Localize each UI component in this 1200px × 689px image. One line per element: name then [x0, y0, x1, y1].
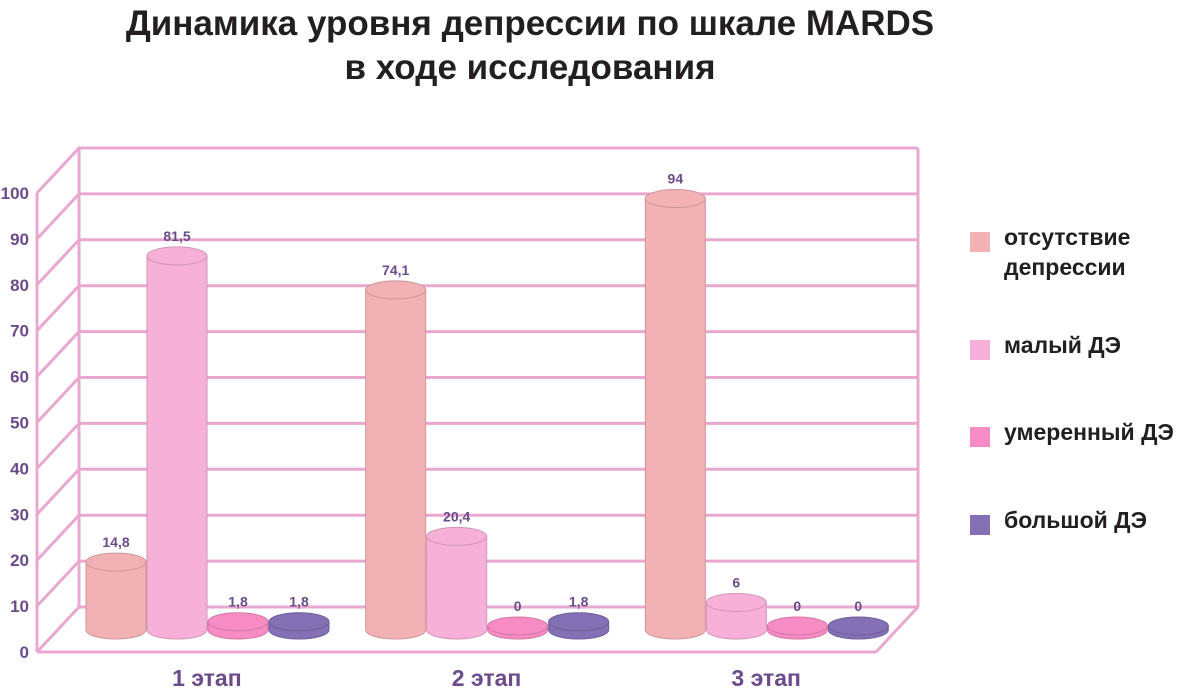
bar-top [644, 189, 706, 209]
legend-swatch [970, 427, 990, 447]
data-label: 1,8 [228, 594, 248, 610]
bar [644, 189, 706, 640]
bar [365, 280, 427, 640]
y-tick-label: 40 [10, 459, 29, 478]
gridlines [35, 146, 920, 654]
x-category-label: 1 этап [172, 665, 242, 689]
bar-top [827, 616, 889, 636]
data-label: 14,8 [102, 534, 129, 550]
bar [766, 616, 828, 640]
legend-swatch [970, 232, 990, 252]
y-tick-label: 10 [10, 597, 29, 616]
legend-label: отсутствие депрессии [1004, 224, 1131, 280]
data-label: 0 [793, 598, 801, 614]
x-category-label: 3 этап [731, 665, 801, 689]
bar-body [426, 535, 488, 640]
y-tick-label: 70 [10, 322, 29, 341]
bar-top [85, 552, 147, 572]
bar-top [146, 246, 208, 266]
bar-body [146, 255, 208, 640]
bar-body [85, 561, 147, 640]
bar [827, 616, 889, 640]
gridline [35, 146, 918, 195]
y-tick-label: 20 [10, 551, 29, 570]
bar [487, 616, 549, 640]
bar [268, 612, 330, 640]
bar [207, 612, 269, 640]
chart-title-line-1: Динамика уровня депрессии по шкале MARDS [125, 4, 935, 43]
y-tick-label: 30 [10, 505, 29, 524]
bar [85, 552, 147, 640]
bar-body [705, 601, 767, 640]
y-tick-label: 80 [10, 276, 29, 295]
legend-label: умеренный ДЭ [1004, 419, 1174, 445]
bar-body [644, 198, 706, 640]
chart-title: Динамика уровня депрессии по шкале MARDS… [0, 2, 1060, 90]
data-labels: 14,8 81,5 1,8 1,8 74,1 20,4 0 1,8 94 6 0 0 [102, 171, 862, 614]
bar [146, 246, 208, 640]
bar-top [766, 616, 828, 636]
bar-top [268, 612, 330, 632]
bar-top [426, 526, 488, 546]
floor-right-edge [874, 605, 920, 654]
data-label: 0 [854, 598, 862, 614]
bar-top [207, 612, 269, 632]
y-tick-label: 90 [10, 230, 29, 249]
data-label: 74,1 [382, 262, 409, 278]
data-label: 6 [732, 574, 740, 590]
legend-label: малый ДЭ [1004, 332, 1122, 358]
x-category-label: 2 этап [452, 665, 522, 689]
bars [85, 189, 889, 640]
x-axis-categories: 1 этап 2 этап 3 этап [172, 665, 801, 689]
data-label: 1,8 [289, 594, 309, 610]
data-label: 1,8 [569, 594, 589, 610]
bar-body [365, 289, 427, 640]
bar-top [705, 592, 767, 612]
data-label: 0 [514, 598, 522, 614]
y-tick-label: 100 [1, 184, 29, 203]
bar-top [365, 280, 427, 300]
legend-label: большой ДЭ [1004, 507, 1147, 533]
data-label: 81,5 [163, 228, 190, 244]
y-axis: 0 10 20 30 40 50 60 70 80 90 100 [1, 184, 29, 662]
legend-swatch [970, 340, 990, 360]
legend-swatch [970, 515, 990, 535]
y-tick-label: 0 [20, 643, 29, 662]
bar [426, 526, 488, 640]
bar-top [548, 612, 610, 632]
data-label: 20,4 [443, 508, 470, 524]
bar-top [487, 616, 549, 636]
data-label: 94 [668, 171, 684, 187]
y-tick-label: 50 [10, 414, 29, 433]
bar [548, 612, 610, 640]
bar [705, 592, 767, 640]
y-tick-label: 60 [10, 368, 29, 387]
chart-title-line-2: в ходе исследования [344, 48, 716, 87]
